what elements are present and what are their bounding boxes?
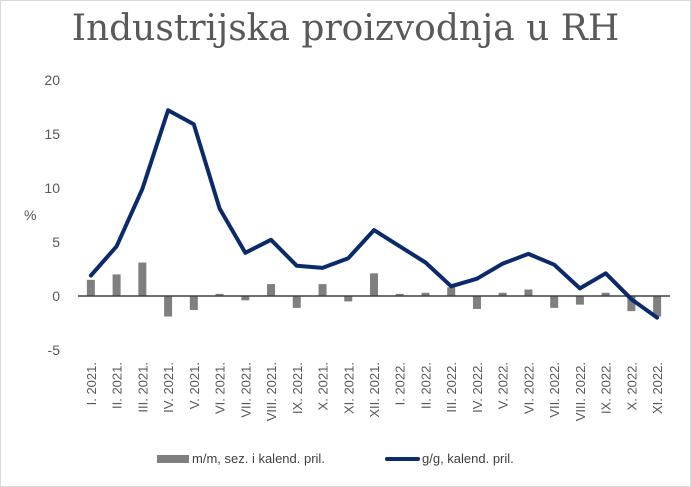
bar [550, 296, 559, 308]
x-tick-label: VI. 2022. [521, 362, 536, 414]
x-tick-label: VII. 2022. [547, 362, 562, 418]
bar [112, 274, 121, 296]
y-tick-label: 5 [52, 234, 60, 250]
x-tick-label: VIII. 2021. [264, 362, 279, 421]
y-tick-label: 15 [44, 126, 60, 142]
bar [241, 296, 250, 301]
bar [292, 296, 301, 308]
bar [164, 296, 173, 317]
x-tick-label: III. 2022. [444, 362, 459, 413]
bar [627, 296, 636, 312]
x-tick-label: XI. 2021. [341, 362, 356, 414]
y-tick-label: 10 [44, 180, 60, 196]
bar [86, 279, 95, 296]
legend-item-line: g/g, kalend. pril. [385, 451, 514, 466]
bar [370, 273, 378, 296]
line-series [88, 108, 660, 320]
x-tick-label: IX. 2022. [599, 362, 614, 414]
x-tick-label: I. 2022. [393, 362, 408, 405]
x-tick-label: VIII. 2022. [573, 362, 588, 421]
x-tick-label: V. 2022. [496, 362, 511, 409]
bar [395, 293, 404, 296]
bar [421, 292, 430, 296]
bar [498, 292, 507, 296]
bar [472, 296, 481, 309]
bar [575, 296, 584, 305]
x-tick-label: II. 2021. [110, 362, 125, 409]
legend: m/m, sez. i kalend. pril. g/g, kalend. p… [0, 451, 691, 469]
bar [189, 296, 198, 311]
x-tick-label: IX. 2021. [290, 362, 305, 414]
x-tick-label: XII. 2021. [367, 362, 382, 418]
x-tick-label: IV. 2021. [161, 362, 176, 413]
x-tick-label: XI. 2022. [650, 362, 665, 414]
bar [524, 289, 533, 296]
x-tick-label: VII. 2021. [238, 362, 253, 418]
bar [267, 284, 276, 296]
legend-bar-label: m/m, sez. i kalend. pril. [192, 451, 325, 466]
bar [318, 284, 327, 296]
bar-swatch-icon [157, 454, 189, 463]
bar [138, 262, 147, 296]
x-tick-label: II. 2022. [418, 362, 433, 409]
bar [344, 296, 353, 302]
bar [601, 292, 610, 296]
bar [653, 296, 662, 317]
legend-item-bar: m/m, sez. i kalend. pril. [157, 451, 325, 466]
y-tick-label: 20 [44, 72, 60, 88]
x-tick-label: V. 2021. [187, 362, 202, 409]
chart-title: Industrijska proizvodnja u RH [71, 8, 620, 49]
x-tick-label: III. 2021. [135, 362, 150, 413]
y-tick-label: 0 [52, 288, 60, 304]
x-tick-label: VI. 2021. [213, 362, 228, 414]
x-tick-label: X. 2021. [316, 362, 331, 410]
y-tick-label: -5 [48, 342, 61, 358]
legend-line-label: g/g, kalend. pril. [422, 451, 514, 466]
line-swatch-icon [385, 456, 420, 461]
x-tick-label: IV. 2022. [470, 362, 485, 413]
bar [447, 287, 456, 296]
y-axis-label: % [24, 207, 36, 223]
x-tick-label: I. 2021. [84, 362, 99, 405]
bar [215, 293, 224, 296]
x-tick-label: X. 2022. [624, 362, 639, 410]
